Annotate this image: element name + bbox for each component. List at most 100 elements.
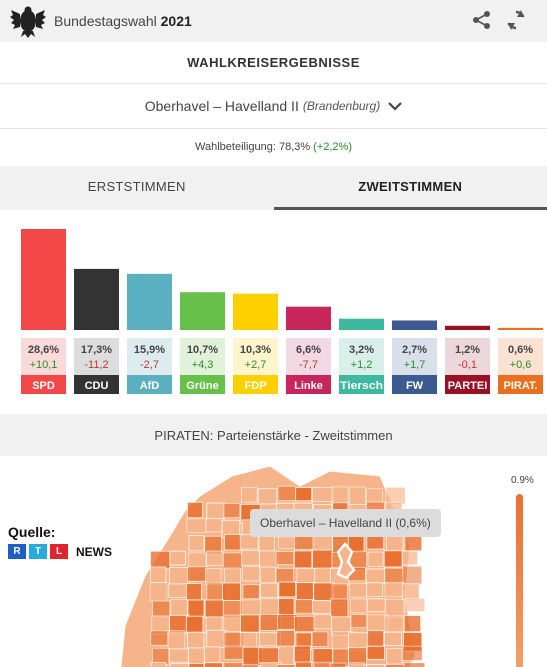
map-district[interactable] — [349, 486, 366, 506]
map-district[interactable] — [384, 581, 405, 597]
district-selector[interactable]: Oberhavel – Havelland II (Brandenburg) — [0, 84, 547, 129]
map-district[interactable] — [383, 550, 403, 568]
map-district[interactable] — [276, 630, 296, 648]
map-district[interactable] — [278, 581, 297, 598]
map-district[interactable] — [150, 662, 167, 667]
refresh-icon[interactable] — [505, 8, 527, 32]
map-district[interactable] — [240, 614, 260, 633]
map-district[interactable] — [241, 487, 258, 503]
map-district[interactable] — [311, 486, 334, 502]
map-district[interactable] — [203, 646, 221, 664]
map-district[interactable] — [293, 550, 313, 569]
map-district[interactable] — [385, 535, 404, 554]
map-district[interactable] — [241, 663, 259, 667]
map-district[interactable] — [384, 567, 404, 584]
map-district[interactable] — [401, 550, 419, 566]
map-district[interactable] — [404, 597, 426, 613]
map-district[interactable] — [222, 502, 241, 519]
map-district[interactable] — [401, 583, 420, 601]
map-district[interactable] — [259, 582, 279, 598]
map-district[interactable] — [312, 600, 332, 614]
map-district[interactable] — [312, 549, 333, 570]
map-district[interactable] — [295, 582, 314, 601]
map-district[interactable] — [385, 663, 406, 667]
map-district[interactable] — [241, 565, 261, 582]
map-district[interactable] — [224, 534, 242, 551]
map-district[interactable] — [188, 535, 205, 552]
map-district[interactable] — [312, 534, 333, 552]
map-district[interactable] — [275, 551, 295, 565]
tab-erststimmen[interactable]: ERSTSTIMMEN — [87, 179, 186, 194]
map-district[interactable] — [186, 518, 207, 534]
map-district[interactable] — [277, 485, 297, 502]
map-district[interactable] — [259, 566, 276, 584]
map-district[interactable] — [223, 645, 245, 660]
map-district[interactable] — [402, 565, 423, 585]
map-district[interactable] — [403, 615, 422, 633]
map-highlighted-district[interactable] — [336, 542, 356, 580]
map-district[interactable] — [293, 535, 315, 550]
map-district[interactable] — [240, 550, 260, 566]
map-district[interactable] — [258, 647, 281, 664]
map-district[interactable] — [259, 550, 279, 569]
map-district[interactable] — [313, 661, 331, 667]
map-district[interactable] — [169, 550, 186, 566]
map-district[interactable] — [367, 551, 384, 567]
map-district[interactable] — [293, 645, 311, 665]
map-district[interactable] — [170, 663, 192, 667]
map-district[interactable] — [293, 615, 316, 633]
map-district[interactable] — [150, 630, 169, 646]
map-district[interactable] — [404, 535, 423, 552]
map-district[interactable] — [312, 648, 333, 664]
map-district[interactable] — [239, 632, 258, 649]
map-district[interactable] — [313, 582, 334, 601]
map-district[interactable] — [206, 502, 225, 520]
map-district[interactable] — [170, 599, 188, 616]
map-district[interactable] — [222, 552, 244, 571]
map-district[interactable] — [384, 631, 402, 646]
map-district[interactable] — [313, 614, 332, 630]
map-district[interactable] — [365, 568, 386, 584]
map-district[interactable] — [295, 661, 312, 667]
map-district[interactable] — [239, 534, 259, 550]
map-district[interactable] — [277, 598, 295, 617]
map-district[interactable] — [350, 614, 368, 629]
map-district[interactable] — [221, 582, 241, 601]
map-district[interactable] — [295, 487, 313, 502]
map-district[interactable] — [204, 568, 222, 585]
map-district[interactable] — [349, 582, 368, 598]
map-district[interactable] — [187, 599, 205, 619]
map-district[interactable] — [206, 550, 224, 566]
map-district[interactable] — [242, 584, 260, 600]
map-district[interactable] — [149, 582, 168, 602]
map-district[interactable] — [205, 517, 224, 533]
tab-zweitstimmen[interactable]: ZWEITSTIMMEN — [273, 166, 547, 210]
map-district[interactable] — [348, 647, 368, 665]
map-district[interactable] — [149, 566, 167, 583]
map-district[interactable] — [278, 645, 295, 666]
map-district[interactable] — [260, 662, 282, 667]
map-district[interactable] — [188, 662, 205, 667]
map-district[interactable] — [223, 662, 244, 667]
map-district[interactable] — [257, 488, 278, 505]
germany-map[interactable]: Oberhavel – Havelland II (0,6%) Quelle: … — [0, 456, 547, 667]
map-district[interactable] — [311, 631, 329, 647]
map-district[interactable] — [329, 598, 349, 618]
map-district[interactable] — [206, 629, 227, 648]
map-district[interactable] — [366, 598, 387, 613]
map-district[interactable] — [329, 662, 347, 667]
map-district[interactable] — [152, 647, 170, 665]
map-district[interactable] — [403, 662, 426, 667]
map-district[interactable] — [295, 599, 315, 614]
map-district[interactable] — [384, 615, 404, 633]
map-district[interactable] — [386, 648, 403, 665]
map-district[interactable] — [149, 550, 171, 570]
map-district[interactable] — [366, 534, 385, 550]
map-district[interactable] — [186, 566, 208, 582]
map-district[interactable] — [204, 599, 224, 618]
map-district[interactable] — [259, 614, 281, 631]
map-district[interactable] — [401, 645, 423, 662]
map-district[interactable] — [366, 645, 386, 660]
map-district[interactable] — [168, 567, 191, 585]
map-district[interactable] — [185, 583, 202, 601]
